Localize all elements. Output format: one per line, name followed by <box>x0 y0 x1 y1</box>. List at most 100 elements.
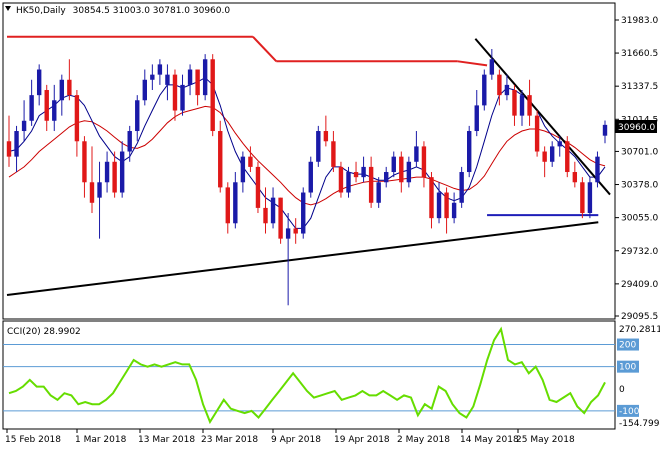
candle-body-up <box>489 59 495 75</box>
candle-body-up <box>361 166 366 178</box>
price-tick-label: 29095.5 <box>621 312 658 322</box>
candle-body-down <box>572 172 578 183</box>
candle-body-up <box>451 202 457 219</box>
cci-panel: 270.2811 200 100 0 -100 -154.7994 CCI(20) 28.… <box>2 320 660 430</box>
candle-body-up <box>308 161 313 193</box>
cci-series-line <box>8 326 606 425</box>
cci-axis: 270.2811 200 100 0 -100 -154.7994 <box>617 325 660 429</box>
candle-body-down <box>195 69 200 96</box>
candle-body-down <box>429 177 434 219</box>
price-tick-label: 30378.0 <box>621 181 658 191</box>
candle-body-up <box>157 64 163 75</box>
price-axis: 31983.031660.531337.531014.530701.030378… <box>615 16 658 322</box>
ohlc-readout: 30854.5 31003.0 30781.0 30960.0 <box>73 6 231 16</box>
candle-body-down <box>210 59 215 132</box>
x-tick-label: 9 Apr 2018 <box>271 435 321 445</box>
candle-body-up <box>285 228 291 239</box>
last-price-box <box>615 120 657 133</box>
x-tick-label: 25 May 2018 <box>516 435 575 445</box>
candle-body-down <box>527 95 532 116</box>
candle-body-up <box>467 131 472 173</box>
candle-body-down <box>338 166 344 193</box>
x-tick-label: 19 Apr 2018 <box>334 435 390 445</box>
candle-body-up <box>391 156 396 173</box>
candles <box>6 49 608 306</box>
candle-body-up <box>346 172 351 193</box>
candle-body-down <box>565 141 570 173</box>
cci-level-badge <box>617 338 639 351</box>
cci-tick-label: 100 <box>619 363 636 373</box>
candle-body-up <box>240 156 246 183</box>
candle-body-down <box>278 197 283 239</box>
candle-body-down <box>263 207 268 224</box>
price-tick-label: 31660.5 <box>621 49 658 59</box>
candle-body-up <box>233 182 238 224</box>
candle-body-up <box>482 74 487 106</box>
candle-body-up <box>59 79 65 101</box>
candle-body-down <box>444 192 449 219</box>
price-tick-label: 29409.0 <box>621 280 658 290</box>
candle-body-up <box>180 84 185 111</box>
candle-body-up <box>557 141 562 147</box>
cci-level-badge <box>617 360 639 373</box>
candle-body-down <box>580 182 585 214</box>
candle-body-up <box>301 192 306 234</box>
candle-body-up <box>135 100 140 132</box>
x-tick-label: 14 May 2018 <box>460 435 519 445</box>
candle-body-up <box>474 105 479 132</box>
candle-body-up <box>406 161 412 183</box>
resistance-line <box>457 60 488 67</box>
candle-body-down <box>368 166 374 203</box>
price-tick-label: 31337.5 <box>621 82 658 92</box>
candle-body-down <box>67 79 72 96</box>
candle-body-down <box>512 90 517 116</box>
cci-levels <box>3 344 615 412</box>
x-tick-label: 2 May 2018 <box>397 435 450 445</box>
cci-level-badge <box>617 404 639 417</box>
cci-panel-frame <box>2 320 616 430</box>
resistance-line <box>252 36 278 63</box>
cci-tick-label: -154.7994 <box>619 419 660 429</box>
candle-body-up <box>459 172 464 203</box>
cci-tick-label: -100 <box>619 407 640 417</box>
candle-body-down <box>331 141 336 167</box>
candle-body-up <box>602 124 608 136</box>
cci-tick-label: 0 <box>619 385 625 395</box>
candle-body-down <box>399 156 404 183</box>
x-axis: 15 Feb 2018 1 Mar 2018 13 Mar 2018 23 Mar 2… <box>5 429 575 445</box>
candle-body-up <box>270 197 276 224</box>
candle-body-down <box>74 95 80 142</box>
candle-body-up <box>104 161 110 183</box>
candle-body-down <box>172 74 178 111</box>
collapse-triangle-icon[interactable] <box>5 6 11 11</box>
x-tick-label: 23 Mar 2018 <box>201 435 258 445</box>
candle-body-up <box>150 74 155 80</box>
cci-tick-label: 270.2811 <box>619 325 660 335</box>
trendline <box>6 221 599 297</box>
candle-body-up <box>52 100 57 121</box>
trendline <box>474 38 611 196</box>
x-tick-label: 15 Feb 2018 <box>5 435 61 445</box>
candle-body-up <box>36 69 42 96</box>
candle-body-down <box>255 166 261 208</box>
candle-body-up <box>549 146 555 162</box>
price-panel: 31983.031660.531337.531014.530701.030378… <box>2 2 658 322</box>
price-tick-label: 30701.0 <box>621 147 658 157</box>
candle-body-down <box>225 187 230 224</box>
price-title: HK50,Daily 30854.5 31003.0 30781.0 30960… <box>16 6 230 16</box>
candle-body-up <box>202 59 208 96</box>
candle-body-down <box>542 151 547 162</box>
candle-body-down <box>89 182 95 203</box>
x-tick-label: 1 Mar 2018 <box>75 435 127 445</box>
candle-body-down <box>44 90 49 121</box>
candle-body-up <box>119 151 125 193</box>
candle-body-up <box>436 192 442 219</box>
candle-body-down <box>82 141 87 183</box>
candle-body-up <box>21 120 27 132</box>
last-price-label: 30960.0 <box>618 123 655 133</box>
price-tick-label: 31983.0 <box>621 16 658 26</box>
candle-body-up <box>127 131 132 152</box>
candle-body-down <box>112 161 117 193</box>
